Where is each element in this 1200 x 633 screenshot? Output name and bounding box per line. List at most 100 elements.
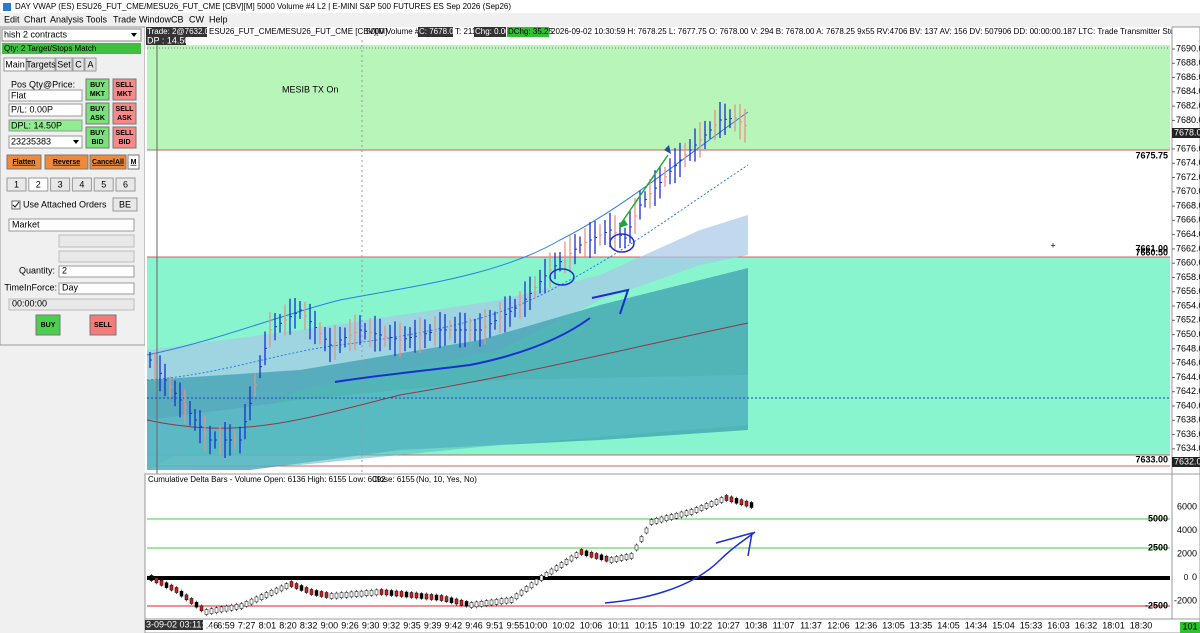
price-label: 7652.00 bbox=[1176, 315, 1200, 325]
tab[interactable] bbox=[55, 57, 73, 72]
tif-select[interactable] bbox=[58, 282, 135, 295]
sell-bid-button[interactable] bbox=[112, 126, 137, 149]
delta-pane bbox=[144, 473, 1173, 620]
tab[interactable] bbox=[72, 57, 85, 72]
price-label: 7686.00 bbox=[1176, 72, 1200, 82]
delta-bar bbox=[584, 550, 589, 557]
menu-item[interactable]: Edit bbox=[4, 14, 20, 24]
close-box bbox=[418, 27, 453, 37]
delta-bar bbox=[409, 592, 414, 598]
qty-button[interactable] bbox=[50, 177, 71, 192]
tif: Day bbox=[62, 282, 79, 292]
time-label: 11:37 bbox=[800, 620, 822, 630]
qty-button[interactable] bbox=[115, 177, 136, 192]
upper-zone bbox=[147, 45, 1170, 150]
qty-button[interactable] bbox=[28, 177, 49, 192]
quantity-label: Quantity: bbox=[19, 265, 55, 275]
sell-ask-button[interactable] bbox=[112, 102, 137, 125]
quantity-box[interactable] bbox=[58, 265, 135, 278]
price-label: 7654.00 bbox=[1176, 300, 1200, 310]
delta-bar bbox=[629, 553, 634, 559]
menu-item[interactable]: Window bbox=[139, 14, 172, 24]
time-label: 11:07 bbox=[773, 620, 795, 630]
drawn-circle bbox=[549, 268, 575, 286]
order-type-select[interactable] bbox=[8, 218, 135, 232]
corner: 101 bbox=[1182, 621, 1197, 631]
price-select[interactable] bbox=[58, 234, 135, 248]
action-button[interactable] bbox=[127, 154, 140, 170]
delta-bar bbox=[199, 605, 204, 612]
price-select[interactable] bbox=[58, 250, 135, 263]
tab-label: Targets bbox=[26, 59, 56, 69]
action-buttons: Flatten Reverse CancelAll M bbox=[6, 154, 140, 170]
delta-bar bbox=[259, 594, 264, 600]
buy-ask-button[interactable] bbox=[85, 102, 110, 125]
qty-button[interactable] bbox=[93, 177, 114, 192]
menu-item[interactable]: CW bbox=[189, 14, 204, 24]
price-axis bbox=[1171, 26, 1200, 475]
time-axis-labels: :466:59 7:27 8:01 8:20 8:32 9:00 9:26 9:30 9:32 9… bbox=[206, 620, 1153, 630]
delta-params: (No, 10, Yes, No) bbox=[416, 475, 477, 484]
menu-item[interactable]: Tools bbox=[86, 14, 108, 24]
order-type: Market bbox=[12, 219, 40, 229]
price-label: 7656.00 bbox=[1176, 286, 1200, 296]
delta-bar bbox=[149, 575, 154, 581]
time-label: 10:22 bbox=[690, 620, 713, 630]
qty-button[interactable] bbox=[6, 177, 27, 192]
delta-bar bbox=[559, 562, 564, 568]
time-box[interactable] bbox=[8, 298, 135, 311]
delta-bar bbox=[639, 536, 644, 542]
tab[interactable] bbox=[84, 57, 97, 72]
price-label: 7648.00 bbox=[1176, 343, 1200, 353]
menu-item[interactable]: Help bbox=[209, 14, 228, 24]
delta-bar bbox=[414, 592, 419, 599]
time-label: 9:39 bbox=[424, 620, 442, 630]
tab[interactable] bbox=[3, 57, 27, 72]
delta-bar bbox=[364, 590, 369, 596]
delta-bar bbox=[609, 557, 614, 563]
menu-item[interactable]: CB bbox=[171, 14, 184, 24]
pos-label: Pos Qty@Price: bbox=[11, 79, 75, 89]
order-id-box[interactable] bbox=[8, 135, 83, 149]
action-button[interactable] bbox=[6, 154, 42, 170]
buy-bid-button[interactable] bbox=[85, 126, 110, 149]
action-button[interactable] bbox=[44, 154, 89, 170]
delta-bar bbox=[299, 585, 304, 591]
delta-bar bbox=[249, 598, 254, 605]
time-label: 18:01 bbox=[1102, 620, 1125, 630]
delta-bar bbox=[219, 606, 224, 613]
delta-bar bbox=[319, 591, 324, 597]
vwap-band bbox=[146, 111, 749, 356]
account-select[interactable] bbox=[1, 28, 142, 42]
buy-mkt-button[interactable] bbox=[85, 78, 110, 101]
delta-bar bbox=[159, 580, 164, 586]
time-label: :46 bbox=[206, 620, 219, 630]
delta-bar bbox=[269, 590, 274, 596]
sell-button[interactable] bbox=[89, 314, 117, 336]
delta-bar bbox=[404, 591, 409, 598]
sell-mkt-button[interactable] bbox=[112, 78, 137, 101]
delta-bar bbox=[229, 604, 234, 611]
delta-bar bbox=[279, 585, 284, 592]
delta-bar bbox=[709, 501, 714, 507]
menu-item[interactable]: Trade bbox=[113, 14, 136, 24]
delta-bars bbox=[149, 494, 754, 616]
tab[interactable] bbox=[26, 57, 56, 72]
menu-item[interactable]: Analysis bbox=[50, 14, 84, 24]
delta-bar bbox=[334, 592, 339, 599]
delta-bar bbox=[509, 597, 514, 603]
dropdown-arrow bbox=[131, 33, 137, 37]
delta-bar bbox=[479, 601, 484, 607]
qty-button[interactable] bbox=[71, 177, 92, 192]
delta-bar bbox=[679, 511, 684, 518]
button-label: BID bbox=[118, 139, 130, 146]
buy-button[interactable] bbox=[35, 314, 61, 336]
tabs: Main Targets Set C A bbox=[3, 57, 97, 72]
drawn-arrow bbox=[334, 317, 591, 383]
action-button[interactable] bbox=[89, 154, 127, 170]
time-label: 9:46 bbox=[465, 620, 483, 630]
be-button[interactable] bbox=[112, 197, 138, 212]
time-label: 6:59 bbox=[217, 620, 235, 630]
button-label: BID bbox=[91, 139, 103, 146]
menu-item[interactable]: Chart bbox=[24, 14, 47, 24]
